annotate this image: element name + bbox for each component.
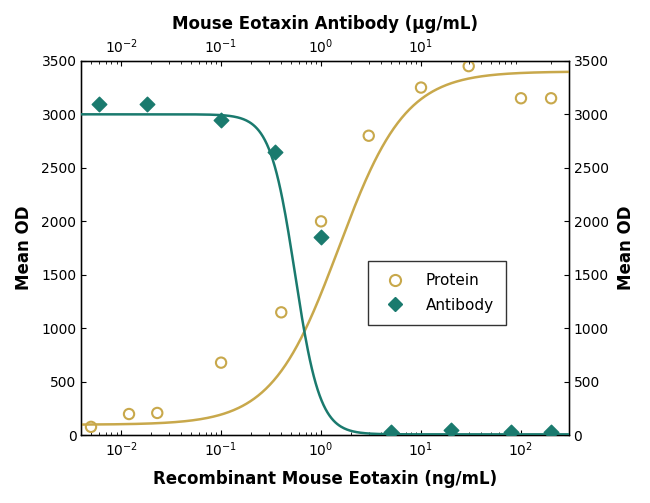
Point <box>316 233 326 241</box>
Point <box>316 217 326 225</box>
Point <box>124 410 134 418</box>
Point <box>270 148 281 156</box>
Point <box>385 428 396 436</box>
Y-axis label: Mean OD: Mean OD <box>15 206 33 290</box>
Point <box>463 62 474 70</box>
Point <box>216 359 226 367</box>
Point <box>546 428 556 436</box>
Point <box>216 116 226 124</box>
Point <box>152 409 162 417</box>
Point <box>416 83 426 92</box>
Legend: Protein, Antibody: Protein, Antibody <box>368 261 506 325</box>
Point <box>546 94 556 102</box>
Point <box>363 132 374 140</box>
Point <box>446 426 456 434</box>
Point <box>276 308 287 316</box>
Point <box>506 428 517 436</box>
Point <box>86 423 96 431</box>
X-axis label: Recombinant Mouse Eotaxin (ng/mL): Recombinant Mouse Eotaxin (ng/mL) <box>153 470 497 488</box>
Y-axis label: Mean OD: Mean OD <box>617 206 635 290</box>
Point <box>94 100 104 108</box>
Point <box>516 94 526 102</box>
X-axis label: Mouse Eotaxin Antibody (μg/mL): Mouse Eotaxin Antibody (μg/mL) <box>172 15 478 33</box>
Point <box>142 100 152 108</box>
